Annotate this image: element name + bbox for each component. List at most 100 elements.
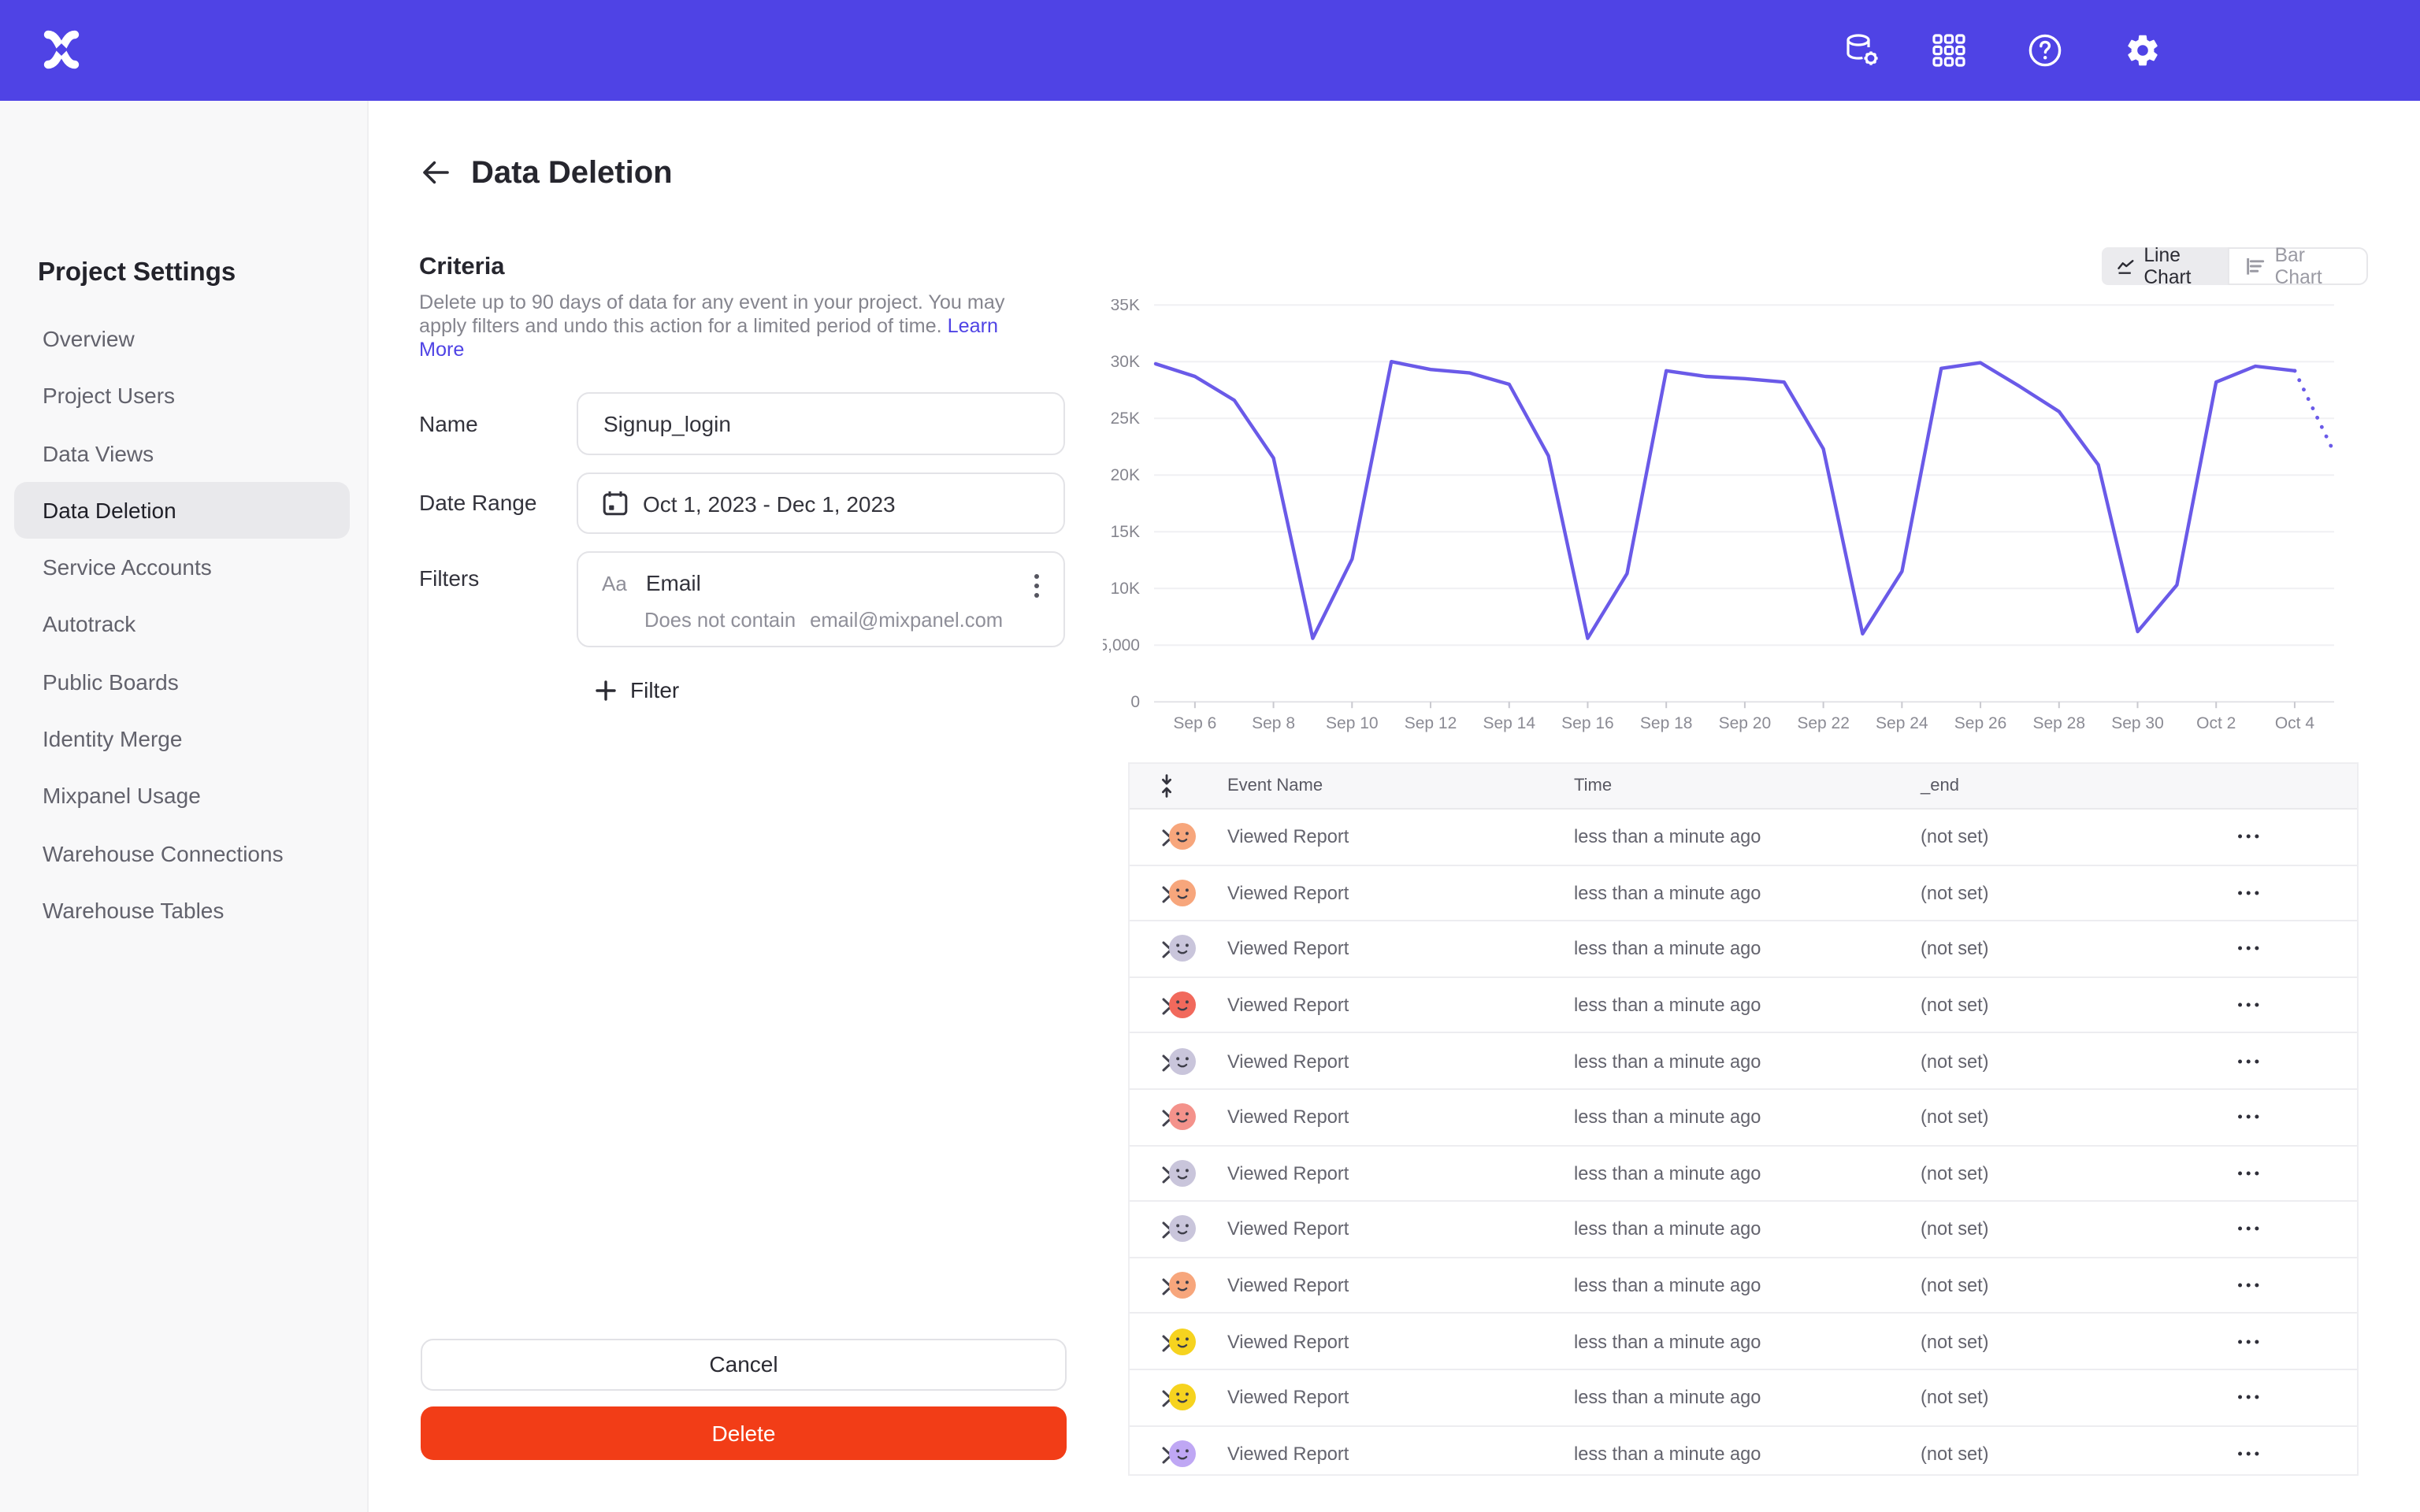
table-row[interactable]: Viewed Report less than a minute ago (not … [1130,1258,2357,1314]
user-avatar [1169,1103,1196,1131]
svg-text:5,000: 5,000 [1103,636,1140,654]
event-name-cell: Viewed Report [1227,1386,1349,1409]
table-row[interactable]: Viewed Report less than a minute ago (not … [1130,1146,2357,1203]
user-avatar [1169,879,1196,906]
filter-operator: Does not contain [644,608,796,632]
table-row[interactable]: Viewed Report less than a minute ago (not … [1130,1089,2357,1147]
plus-icon [596,680,616,700]
filter-property: Email [645,570,701,595]
row-menu-button[interactable] [2237,939,2269,958]
table-row[interactable]: Viewed Report less than a minute ago (not … [1130,1426,2357,1474]
end-cell: (not set) [1921,1050,1989,1073]
criteria-description-text: Delete up to 90 days of data for any eve… [419,291,1005,337]
end-cell: (not set) [1921,825,1989,848]
sidebar-item-autotrack[interactable]: Autotrack [43,611,136,637]
criteria-description: Delete up to 90 days of data for any eve… [419,291,1005,362]
table-row[interactable]: Viewed Report less than a minute ago (not … [1130,865,2357,922]
sidebar-heading: Project Settings [38,258,236,287]
end-cell: (not set) [1921,1217,1989,1240]
row-menu-button[interactable] [2237,1108,2269,1127]
collapse-arrows-icon[interactable] [1158,774,1175,798]
end-cell: (not set) [1921,1386,1989,1409]
back-arrow-icon[interactable] [421,159,451,186]
apps-grid-icon[interactable] [1930,32,1968,69]
time-cell: less than a minute ago [1574,1106,1761,1128]
svg-text:Sep 10: Sep 10 [1326,714,1379,732]
sidebar-item-data-views[interactable]: Data Views [43,440,154,466]
settings-gear-icon[interactable] [2124,32,2162,69]
filter-card[interactable]: Aa Email Does not contain email@mixpanel.… [577,551,1065,647]
table-row[interactable]: Viewed Report less than a minute ago (not … [1130,1314,2357,1370]
sidebar: Project Settings Overview Project Users Da… [0,101,369,1512]
sidebar-item-mixpanel-usage[interactable]: Mixpanel Usage [43,783,201,809]
date-range-label: Date Range [419,490,537,515]
table-row[interactable]: Viewed Report less than a minute ago (not … [1130,1369,2357,1427]
svg-text:Sep 28: Sep 28 [2032,714,2085,732]
add-filter-button[interactable]: Filter [596,677,679,702]
time-cell: less than a minute ago [1574,881,1761,904]
name-input[interactable] [603,411,1045,436]
delete-button[interactable]: Delete [421,1406,1067,1460]
sidebar-nav: Overview Project Users Data Views Data Dele… [0,310,367,939]
table-row[interactable]: Viewed Report less than a minute ago (not … [1130,1202,2357,1258]
row-menu-button[interactable] [2237,995,2269,1014]
date-range-field[interactable]: Oct 1, 2023 - Dec 1, 2023 [577,472,1065,534]
row-menu-button[interactable] [2237,1332,2269,1351]
learn-more-link[interactable]: Learn More [419,315,999,361]
svg-text:Sep 30: Sep 30 [2111,714,2164,732]
row-menu-button[interactable] [2237,1051,2269,1070]
date-range-value: Oct 1, 2023 - Dec 1, 2023 [643,491,896,516]
sidebar-item-warehouse-tables[interactable]: Warehouse Tables [43,897,225,923]
row-menu-button[interactable] [2237,1388,2269,1406]
end-cell: (not set) [1921,937,1989,960]
sidebar-item-data-deletion[interactable]: Data Deletion [14,481,350,539]
name-label: Name [419,411,478,436]
events-table: Event Name Time _end Viewed Report less t… [1128,762,2359,1476]
svg-text:Sep 12: Sep 12 [1405,714,1457,732]
sidebar-item-public-boards[interactable]: Public Boards [43,669,179,695]
row-menu-button[interactable] [2237,1276,2269,1295]
table-row[interactable]: Viewed Report less than a minute ago (not … [1130,977,2357,1034]
sidebar-item-overview[interactable]: Overview [43,326,135,351]
event-name-cell: Viewed Report [1227,1217,1349,1240]
row-menu-button[interactable] [2237,1164,2269,1183]
kebab-menu-icon[interactable] [1030,572,1043,600]
events-table-header: Event Name Time _end [1130,764,2357,810]
row-menu-button[interactable] [2237,1220,2269,1239]
svg-text:Sep 6: Sep 6 [1173,714,1216,732]
svg-text:Sep 8: Sep 8 [1252,714,1295,732]
event-name-cell: Viewed Report [1227,1162,1349,1184]
user-avatar [1169,1440,1196,1467]
table-row[interactable]: Viewed Report less than a minute ago (not … [1130,1033,2357,1090]
cancel-button[interactable]: Cancel [421,1339,1067,1391]
svg-text:35K: 35K [1111,299,1140,314]
row-menu-button[interactable] [2237,828,2269,847]
table-row[interactable]: Viewed Report less than a minute ago (not … [1130,810,2357,866]
sidebar-item-identity-merge[interactable]: Identity Merge [43,726,183,752]
row-menu-button[interactable] [2237,884,2269,902]
help-icon[interactable] [2026,32,2064,69]
name-field[interactable] [577,392,1065,455]
end-cell: (not set) [1921,881,1989,904]
end-cell: (not set) [1921,1442,1989,1465]
end-cell: (not set) [1921,994,1989,1017]
events-line-chart: 0 5,000 10K 15K 20K 25K 30K 35K Sep 6 Sep 8 Sep 10… [1103,299,2336,732]
topbar [0,0,2420,101]
mixpanel-x-logo[interactable] [43,30,80,69]
event-name-cell: Viewed Report [1227,1106,1349,1128]
line-chart-toggle[interactable]: Line Chart [2102,244,2228,288]
bar-chart-toggle[interactable]: Bar Chart [2228,244,2368,288]
end-cell: (not set) [1921,1162,1989,1184]
database-settings-icon[interactable] [1843,32,1881,69]
row-menu-button[interactable] [2237,1444,2269,1463]
svg-text:Sep 16: Sep 16 [1561,714,1614,732]
svg-text:Sep 20: Sep 20 [1719,714,1772,732]
user-avatar [1169,1272,1196,1299]
sidebar-item-service-accounts[interactable]: Service Accounts [43,554,212,580]
time-cell: less than a minute ago [1574,1217,1761,1240]
table-row[interactable]: Viewed Report less than a minute ago (not … [1130,921,2357,978]
sidebar-item-warehouse-connections[interactable]: Warehouse Connections [43,840,284,866]
sidebar-item-project-users[interactable]: Project Users [43,383,176,409]
line-chart-toggle-label: Line Chart [2143,244,2192,288]
